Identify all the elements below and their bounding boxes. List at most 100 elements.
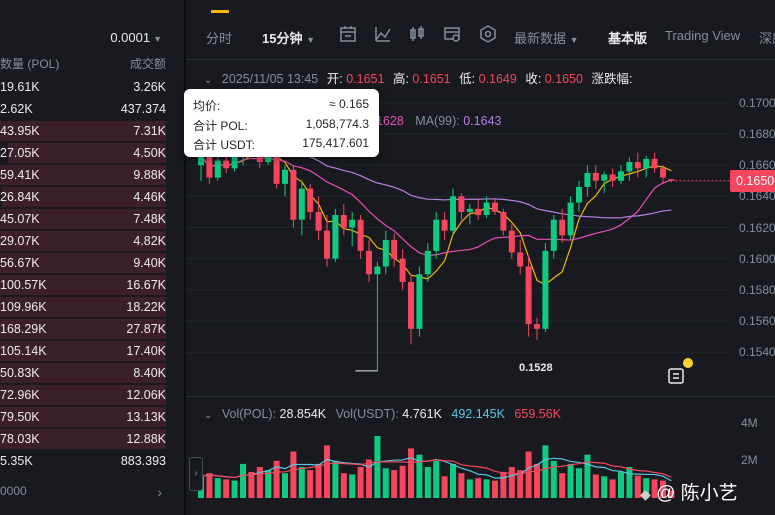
candle[interactable] <box>391 239 398 259</box>
candle[interactable] <box>550 219 557 251</box>
line-chart-icon[interactable] <box>373 24 393 44</box>
chevron-right-icon[interactable]: › <box>157 484 162 500</box>
order-book-row[interactable]: 105.14K 17.40K <box>0 340 178 362</box>
tab-time[interactable]: 分时 <box>206 31 233 46</box>
candle[interactable] <box>433 219 440 251</box>
latest-data-selector[interactable]: 最新数据 ▼ <box>514 28 579 47</box>
order-book-row[interactable]: 79.50K 13.13K <box>0 406 178 428</box>
candle[interactable] <box>534 324 540 329</box>
candle[interactable] <box>382 239 389 267</box>
candle[interactable] <box>450 196 456 231</box>
precision-selector[interactable]: 0.0001 ▼ <box>110 30 162 45</box>
candle[interactable] <box>416 274 423 329</box>
candle[interactable] <box>668 179 675 181</box>
candle[interactable] <box>500 211 507 231</box>
volume-bar <box>408 448 414 498</box>
candle[interactable] <box>592 172 599 181</box>
order-book-row[interactable]: 168.29K 27.87K <box>0 318 178 340</box>
order-book-row[interactable]: 19.61K 3.26K <box>0 76 178 98</box>
order-book-row[interactable]: 43.95K 7.31K <box>0 120 178 142</box>
candlestick-icon[interactable] <box>407 24 427 44</box>
chart-settings-icon[interactable] <box>442 24 462 44</box>
tab-depth[interactable]: 深度 <box>759 31 775 46</box>
order-book-row[interactable]: 56.67K 9.40K <box>0 252 178 274</box>
candle[interactable] <box>567 202 574 236</box>
volume-bar <box>450 463 456 498</box>
candle[interactable] <box>206 155 213 178</box>
candle[interactable] <box>307 188 314 212</box>
candle[interactable] <box>273 146 280 184</box>
chevron-down-icon: ▼ <box>306 35 316 45</box>
order-book-row[interactable]: 2.62K 437.374 <box>0 98 178 120</box>
candle[interactable] <box>441 219 448 231</box>
tab-tradingview[interactable]: Trading View <box>665 28 741 43</box>
candle[interactable] <box>643 158 650 169</box>
candle[interactable] <box>626 162 633 172</box>
interval-selector[interactable]: 15分钟 ▼ <box>262 28 315 47</box>
indicator-calendar-icon[interactable] <box>338 24 358 44</box>
candle[interactable] <box>651 158 658 169</box>
candle[interactable] <box>492 202 498 212</box>
candle[interactable] <box>618 171 624 181</box>
chevron-down-icon: ▼ <box>153 34 162 44</box>
candle[interactable] <box>366 250 372 275</box>
candle[interactable] <box>559 219 566 236</box>
order-book-row[interactable]: 109.96K 18.22K <box>0 296 178 318</box>
volume-bar <box>618 471 624 498</box>
candle[interactable] <box>517 252 524 267</box>
notes-icon[interactable] <box>666 367 686 385</box>
candle[interactable] <box>223 160 230 169</box>
candle[interactable] <box>475 208 482 216</box>
panel-divider[interactable] <box>184 0 186 515</box>
candle[interactable] <box>634 162 641 169</box>
candle[interactable] <box>458 196 465 212</box>
order-book-row[interactable]: 50.83K 8.40K <box>0 362 178 384</box>
candle[interactable] <box>349 219 356 228</box>
candle[interactable] <box>357 219 364 251</box>
row-amount: 43.95K <box>0 124 40 138</box>
candle[interactable] <box>483 202 490 216</box>
collapse-icon[interactable]: ⌄ <box>204 75 213 86</box>
hexagon-settings-icon[interactable] <box>478 24 498 44</box>
volume-bar <box>609 479 616 498</box>
order-book-row[interactable]: 29.07K 4.82K <box>0 230 178 252</box>
collapse-icon[interactable]: ⌄ <box>204 410 213 421</box>
candle[interactable] <box>408 282 414 329</box>
candle[interactable] <box>332 215 339 259</box>
order-book-row[interactable]: 72.96K 12.06K <box>0 384 178 406</box>
order-book-row[interactable]: 5.35K 883.393 <box>0 450 178 472</box>
pol-value: 1,058,774.3 <box>305 117 369 131</box>
candle[interactable] <box>609 174 616 181</box>
candle[interactable] <box>399 258 406 283</box>
candle[interactable] <box>214 160 221 178</box>
order-book-row[interactable]: 45.07K 7.48K <box>0 208 178 230</box>
order-book-row[interactable]: 100.57K 16.67K <box>0 274 178 296</box>
volume-chart <box>198 436 675 498</box>
expand-panel-button[interactable]: › <box>189 457 203 491</box>
candle[interactable] <box>324 230 330 259</box>
tab-basic[interactable]: 基本版 <box>608 31 648 46</box>
order-book-row[interactable]: 26.84K 4.46K <box>0 186 178 208</box>
candle[interactable] <box>584 172 591 187</box>
candle[interactable] <box>525 266 532 325</box>
candle[interactable] <box>290 169 297 220</box>
row-amount: 5.35K <box>0 454 33 468</box>
candle[interactable] <box>508 230 515 253</box>
candle[interactable] <box>340 215 347 228</box>
order-book-row[interactable]: 59.41K 9.88K <box>0 164 178 186</box>
candle[interactable] <box>198 155 204 166</box>
candle[interactable] <box>315 211 322 231</box>
candle[interactable] <box>424 250 431 275</box>
candle[interactable] <box>282 169 288 184</box>
candle[interactable] <box>231 155 238 169</box>
candle[interactable] <box>374 266 381 275</box>
candle[interactable] <box>542 250 549 329</box>
candle[interactable] <box>576 186 582 203</box>
candle[interactable] <box>660 168 666 178</box>
candle[interactable] <box>601 174 608 181</box>
volume-bar <box>349 474 356 498</box>
candle[interactable] <box>466 208 473 212</box>
order-book-row[interactable]: 78.03K 12.88K <box>0 428 178 450</box>
candle[interactable] <box>298 188 305 220</box>
order-book-row[interactable]: 27.05K 4.50K <box>0 142 178 164</box>
